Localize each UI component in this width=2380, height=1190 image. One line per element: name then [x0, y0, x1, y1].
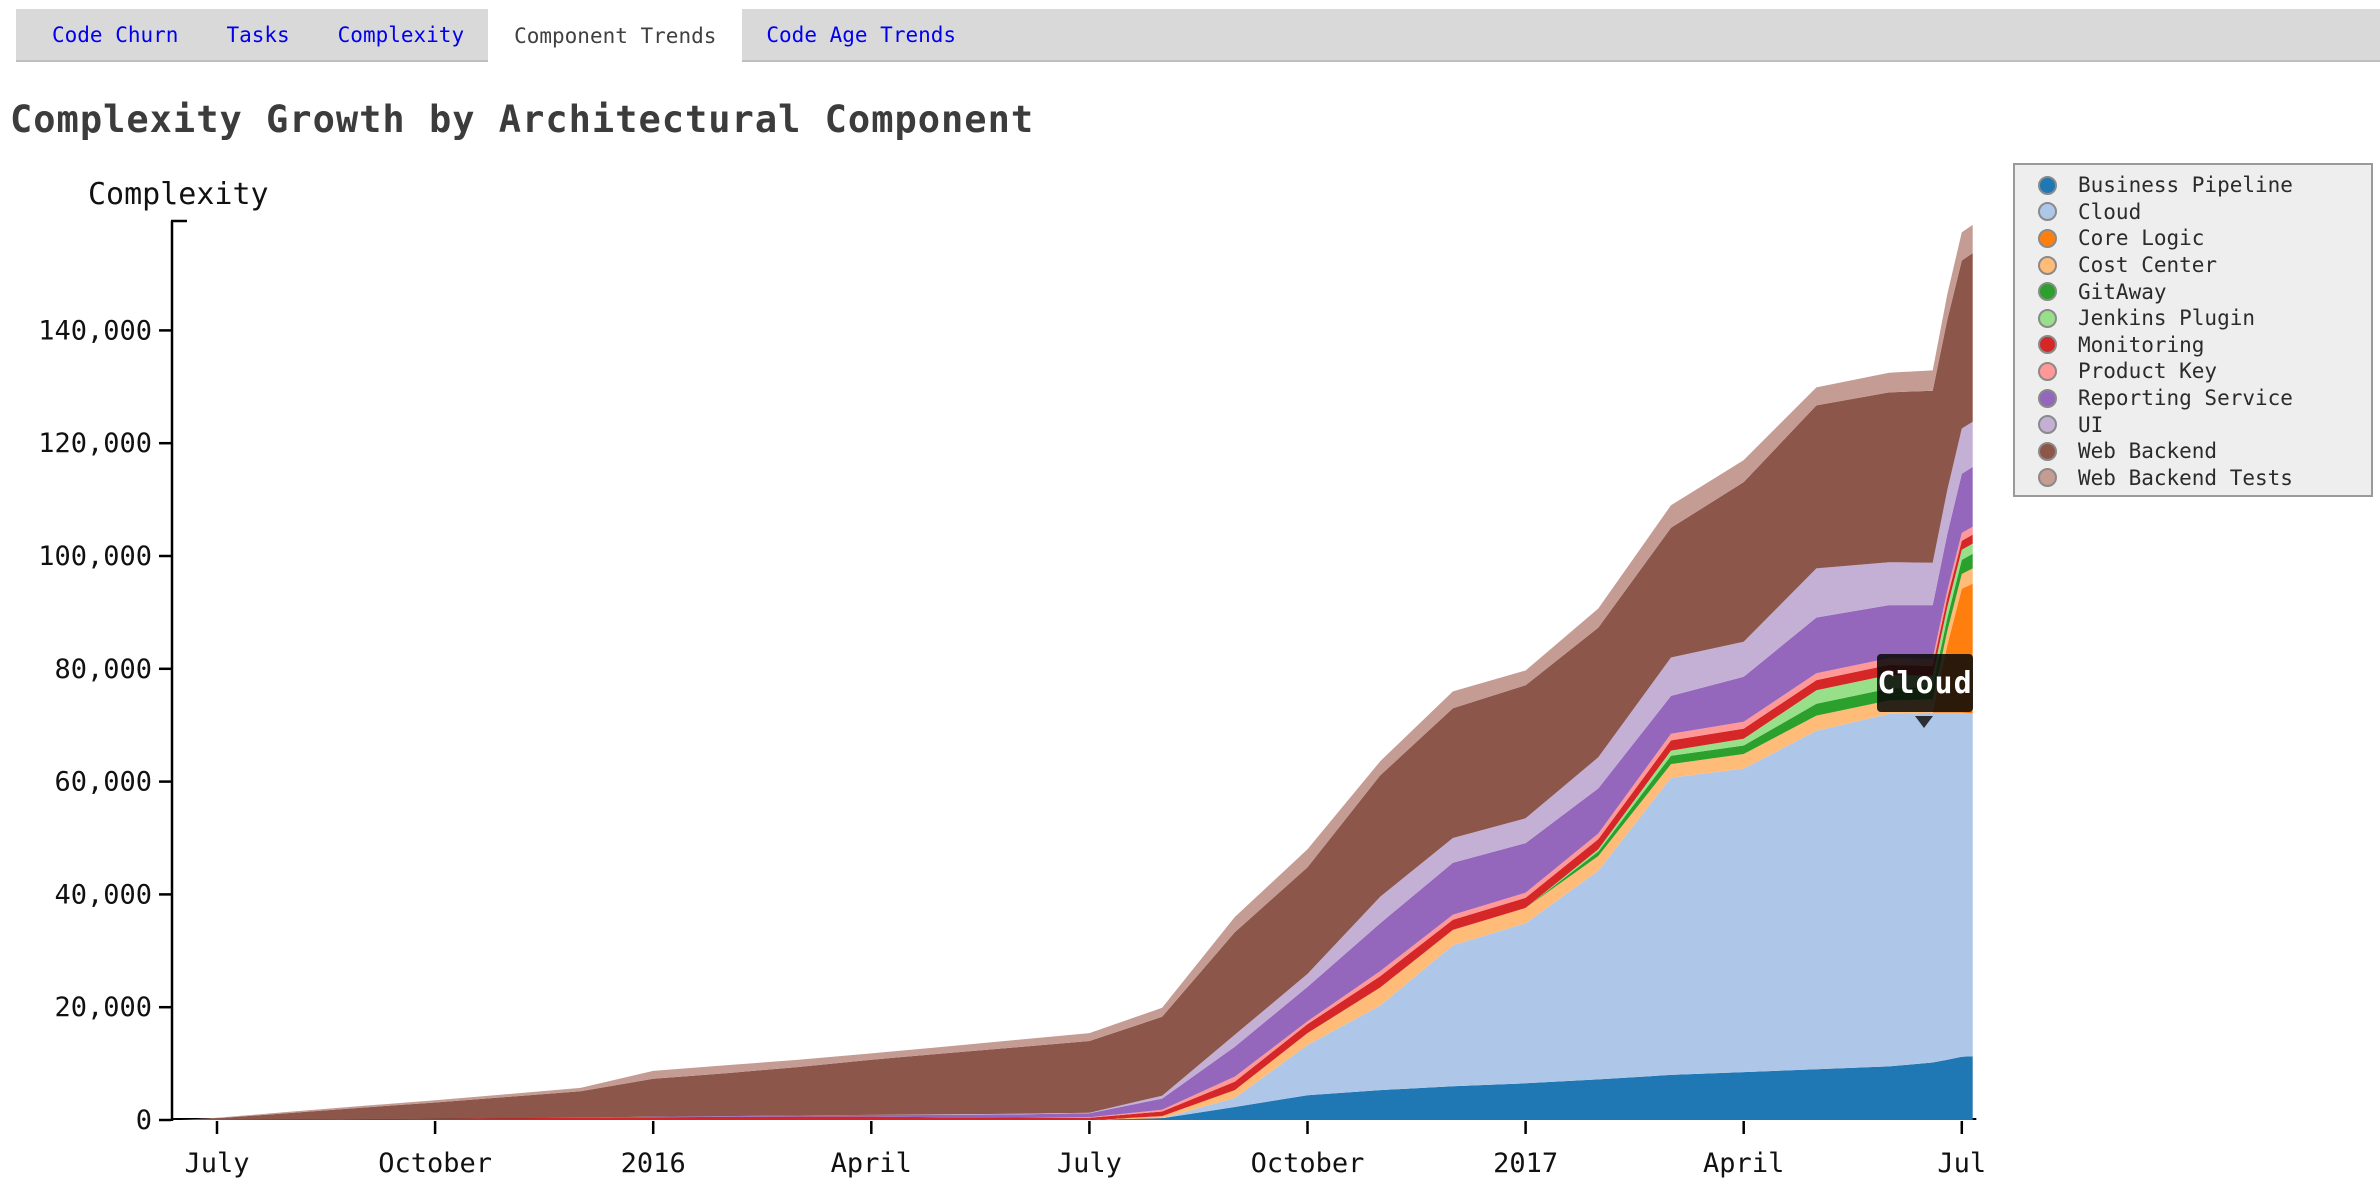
legend-item-label: Cost Center — [2078, 253, 2218, 278]
legend-item-label: Cloud — [2078, 199, 2142, 224]
tab-code-age-trends[interactable]: Code Age Trends — [766, 22, 957, 47]
area-web-backend[interactable] — [180, 253, 1973, 1121]
legend-item-reporting-service[interactable]: Reporting Service — [2029, 385, 2371, 412]
legend-item-label: UI — [2078, 412, 2104, 437]
legend-swatch-icon — [2038, 415, 2057, 435]
legend-swatch-icon — [2038, 202, 2057, 222]
legend-swatch-icon — [2038, 282, 2057, 302]
legend-swatch-icon — [2038, 175, 2057, 195]
legend-item-cloud[interactable]: Cloud — [2029, 199, 2371, 226]
x-tick-label: April — [831, 1148, 912, 1179]
x-tick-label: October — [378, 1148, 492, 1179]
legend-item-label: Web Backend Tests — [2078, 465, 2293, 490]
legend-item-web-backend-tests[interactable]: Web Backend Tests — [2029, 465, 2371, 492]
legend-item-label: GitAway — [2078, 279, 2167, 304]
legend-item-business-pipeline[interactable]: Business Pipeline — [2029, 172, 2371, 199]
y-tick-label: 120,000 — [38, 428, 152, 459]
y-tick-label: 40,000 — [54, 879, 152, 910]
legend-item-gitaway[interactable]: GitAway — [2029, 278, 2371, 305]
legend-item-label: Web Backend — [2078, 439, 2218, 464]
y-tick-label: 100,000 — [38, 541, 152, 572]
area-business-pipeline[interactable] — [180, 1056, 1973, 1120]
legend-item-core-logic[interactable]: Core Logic — [2029, 225, 2371, 252]
legend-item-label: Reporting Service — [2078, 386, 2293, 411]
legend-item-label: Jenkins Plugin — [2078, 306, 2256, 331]
y-tick-label: 20,000 — [54, 992, 152, 1023]
x-tick-label: October — [1251, 1148, 1365, 1179]
x-tick-label: July — [1057, 1148, 1122, 1179]
tab-component-trends[interactable]: Component Trends — [488, 9, 743, 62]
legend-swatch-icon — [2038, 441, 2057, 461]
x-tick-label: April — [1703, 1148, 1784, 1179]
legend-item-cost-center[interactable]: Cost Center — [2029, 252, 2371, 279]
area-cost-center[interactable] — [180, 568, 1973, 1120]
legend-item-ui[interactable]: UI — [2029, 411, 2371, 438]
tooltip-label: Cloud — [1877, 665, 1973, 701]
area-monitoring[interactable] — [180, 534, 1973, 1120]
tab-tasks[interactable]: Tasks — [226, 22, 290, 47]
area-cloud[interactable] — [180, 712, 1973, 1120]
x-tick-label: 2016 — [621, 1148, 686, 1179]
y-axis-title: Complexity — [88, 177, 269, 212]
tooltip-caret-icon — [1915, 716, 1933, 728]
x-tick-label: July — [184, 1148, 249, 1179]
legend-swatch-icon — [2038, 468, 2057, 488]
legend-swatch-icon — [2038, 255, 2057, 275]
y-axis: 0 20,000 40,000 60,000 80,000 100,000 120,000 1… — [38, 315, 171, 1136]
y-tick-label: 80,000 — [54, 654, 152, 685]
y-tick-label: 60,000 — [54, 767, 152, 798]
legend-item-label: Core Logic — [2078, 226, 2205, 251]
x-tick-label: 2017 — [1493, 1148, 1558, 1179]
legend: Business Pipeline Cloud Core Logic Cost Cen… — [2013, 163, 2373, 497]
tab-bar: Code Churn Tasks Complexity Component Trend… — [16, 9, 2380, 62]
tab-code-churn[interactable]: Code Churn — [52, 22, 179, 47]
x-tick-label: Jul — [1937, 1148, 1986, 1179]
y-tick-label: 0 — [136, 1105, 152, 1136]
legend-swatch-icon — [2038, 361, 2057, 381]
area-stack — [180, 224, 1973, 1121]
tab-complexity[interactable]: Complexity — [337, 22, 465, 47]
legend-item-jenkins-plugin[interactable]: Jenkins Plugin — [2029, 305, 2371, 332]
tooltip: Cloud — [1877, 654, 1973, 712]
x-axis: July October 2016 April July October 2017 April… — [184, 1121, 1986, 1179]
legend-item-label: Product Key — [2078, 359, 2218, 384]
legend-swatch-icon — [2038, 335, 2057, 355]
legend-item-product-key[interactable]: Product Key — [2029, 358, 2371, 385]
legend-item-web-backend[interactable]: Web Backend — [2029, 438, 2371, 465]
legend-swatch-icon — [2038, 228, 2057, 248]
area-reporting-service[interactable] — [180, 466, 1973, 1120]
legend-item-monitoring[interactable]: Monitoring — [2029, 332, 2371, 359]
legend-swatch-icon — [2038, 308, 2057, 328]
legend-swatch-icon — [2038, 388, 2057, 408]
page-title: Complexity Growth by Architectural Compo… — [10, 98, 1035, 141]
legend-item-label: Monitoring — [2078, 332, 2205, 357]
legend-item-label: Business Pipeline — [2078, 173, 2293, 198]
y-tick-label: 140,000 — [38, 315, 152, 346]
